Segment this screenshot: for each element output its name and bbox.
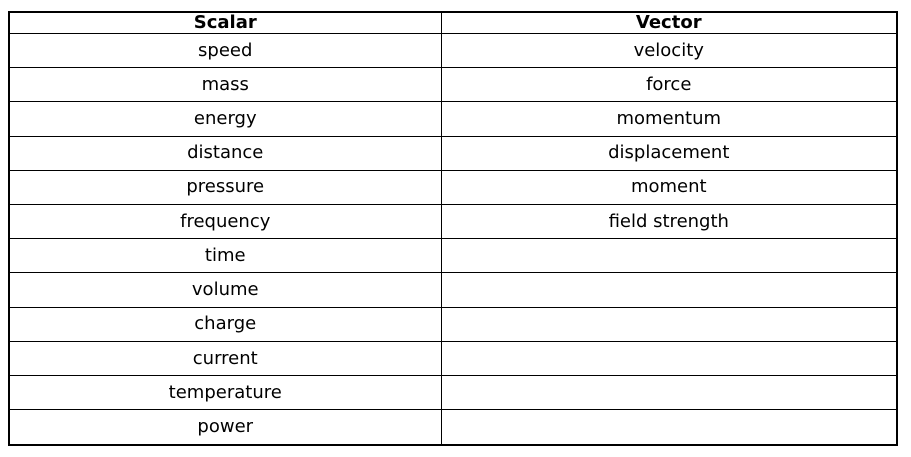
header-cell-scalar: Scalar <box>8 11 442 34</box>
cell-scalar: mass <box>8 67 442 103</box>
cell-vector <box>440 409 898 446</box>
cell-vector: moment <box>440 169 898 205</box>
table-row: charge <box>8 306 898 342</box>
header-row: Scalar Vector <box>8 11 898 34</box>
table-header: Scalar Vector <box>8 11 898 34</box>
cell-vector <box>440 340 898 377</box>
cell-scalar: power <box>8 409 442 446</box>
cell-scalar: time <box>8 238 442 274</box>
table-row: current <box>8 340 898 377</box>
table-row: frequency field strength <box>8 203 898 240</box>
cell-vector: force <box>440 67 898 103</box>
cell-scalar: current <box>8 340 442 377</box>
header-cell-vector: Vector <box>440 11 898 34</box>
cell-vector <box>440 238 898 274</box>
cell-vector <box>440 272 898 308</box>
table-row: speed velocity <box>8 32 898 69</box>
table-row: mass force <box>8 67 898 103</box>
cell-scalar: distance <box>8 135 442 171</box>
cell-scalar: pressure <box>8 169 442 205</box>
cell-scalar: temperature <box>8 375 442 411</box>
table-row: distance displacement <box>8 135 898 171</box>
cell-vector: velocity <box>440 32 898 69</box>
table-row: volume <box>8 272 898 308</box>
cell-scalar: frequency <box>8 203 442 240</box>
scalar-vector-table: Scalar Vector speed velocity mass force … <box>8 11 898 446</box>
table-row: power <box>8 409 898 446</box>
table-row: energy momentum <box>8 101 898 137</box>
cell-vector: field strength <box>440 203 898 240</box>
cell-scalar: speed <box>8 32 442 69</box>
table-row: pressure moment <box>8 169 898 205</box>
table-row: time <box>8 238 898 274</box>
cell-vector: momentum <box>440 101 898 137</box>
cell-scalar: volume <box>8 272 442 308</box>
cell-vector <box>440 375 898 411</box>
cell-vector: displacement <box>440 135 898 171</box>
table-row: temperature <box>8 375 898 411</box>
cell-scalar: energy <box>8 101 442 137</box>
cell-vector <box>440 306 898 342</box>
cell-scalar: charge <box>8 306 442 342</box>
table-body: speed velocity mass force energy momentu… <box>8 32 898 446</box>
